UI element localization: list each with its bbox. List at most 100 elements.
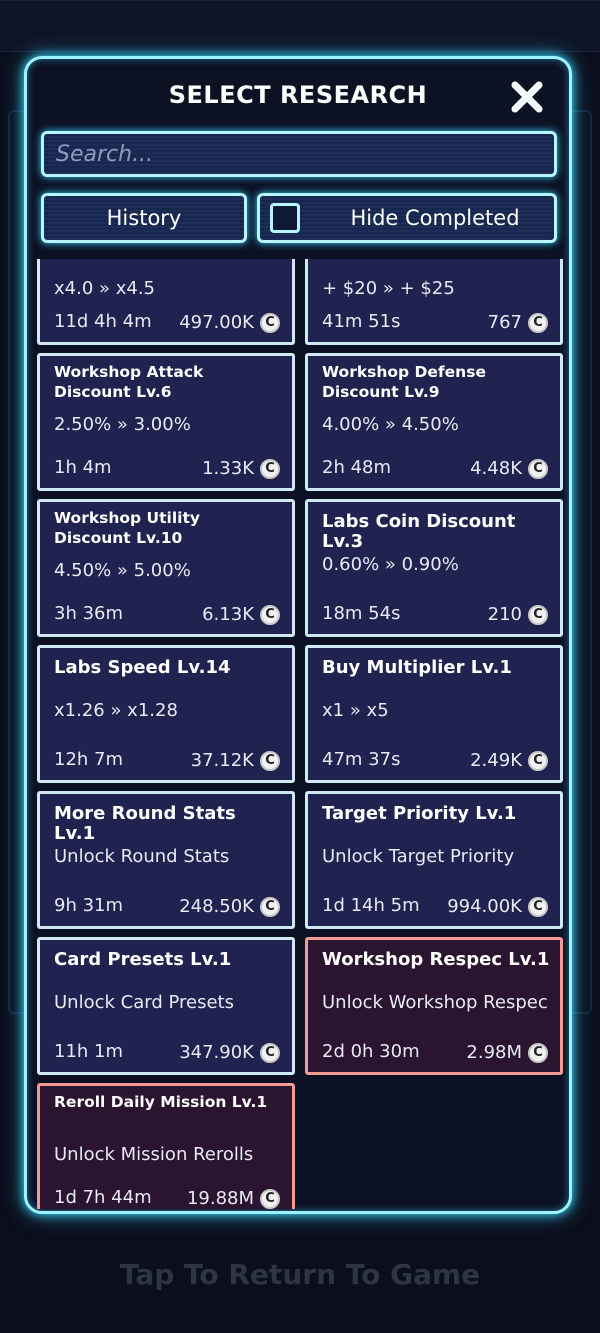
research-time: 2h 48m xyxy=(322,457,392,478)
coin-icon: C xyxy=(528,458,548,479)
research-cost: 767 C xyxy=(488,312,548,333)
research-card[interactable]: Labs Speed Lv.14 x1.26 » x1.28 12h 7m 37.12… xyxy=(37,645,295,783)
coin-icon: C xyxy=(528,604,548,625)
research-effect: Unlock Card Presets xyxy=(54,992,234,1013)
research-effect: Unlock Target Priority xyxy=(322,846,515,867)
coin-icon: C xyxy=(260,896,280,917)
coin-icon: C xyxy=(260,458,280,479)
research-cost: 994.00K C xyxy=(447,896,548,917)
research-effect: 4.50% » 5.00% xyxy=(54,560,191,581)
research-cost-value: 2.49K xyxy=(470,750,522,771)
research-name: Card Presets Lv.1 xyxy=(54,949,232,970)
coin-icon: C xyxy=(260,1042,280,1063)
research-card[interactable]: + $20 » + $25 41m 51s 767 C xyxy=(305,259,563,345)
research-card[interactable]: Labs Coin Discount Lv.3 0.60% » 0.90% 18m … xyxy=(305,499,563,637)
research-time: 1d 7h 44m xyxy=(54,1187,152,1208)
history-button[interactable]: History xyxy=(41,193,247,243)
research-cost-value: 210 xyxy=(487,604,522,625)
coin-icon: C xyxy=(260,1188,280,1209)
research-card[interactable]: Workshop Utility Discount Lv.10 4.50% » 5… xyxy=(37,499,295,637)
research-name: Labs Coin Discount Lv.3 xyxy=(322,511,516,552)
research-cost-value: 19.88M xyxy=(186,1188,254,1209)
coin-icon: C xyxy=(528,1042,548,1063)
research-card[interactable]: More Round Stats Lv.1 Unlock Round Stats 9… xyxy=(37,791,295,929)
coin-icon: C xyxy=(260,750,280,771)
research-name: Workshop Attack Discount Lv.6 xyxy=(54,363,204,401)
research-list[interactable]: x4.0 » x4.5 11d 4h 4m 497.00K C + $20 » + $2… xyxy=(37,259,567,1209)
research-cost: 347.90K C xyxy=(179,1042,280,1063)
research-cost: 19.88M C xyxy=(187,1188,280,1209)
research-time: 11h 1m xyxy=(54,1041,124,1062)
research-time: 41m 51s xyxy=(322,311,401,332)
research-cost-value: 37.12K xyxy=(190,750,254,771)
research-cost-value: 347.90K xyxy=(179,1042,254,1063)
research-card[interactable]: Workshop Attack Discount Lv.6 2.50% » 3.0… xyxy=(37,353,295,491)
return-to-game-button[interactable]: Tap To Return To Game xyxy=(119,1258,481,1291)
research-time: 12h 7m xyxy=(54,749,124,770)
research-cost: 4.48K C xyxy=(470,458,548,479)
research-time: 47m 37s xyxy=(322,749,401,770)
research-time: 9h 31m xyxy=(54,895,124,916)
research-time: 2d 0h 30m xyxy=(322,1041,420,1062)
research-cost-value: 497.00K xyxy=(179,312,254,333)
research-effect: + $20 » + $25 xyxy=(322,278,455,299)
research-name: Workshop Defense Discount Lv.9 xyxy=(322,363,486,401)
research-cost: 248.50K C xyxy=(179,896,280,917)
coin-icon: C xyxy=(260,604,280,625)
research-effect: x1 » x5 xyxy=(322,700,389,721)
research-cost-value: 2.98M xyxy=(466,1042,522,1063)
select-research-modal: SELECT RESEARCH History Hide Completed x… xyxy=(24,56,572,1214)
research-effect: 2.50% » 3.00% xyxy=(54,414,191,435)
coin-icon: C xyxy=(528,312,548,333)
research-name: Labs Speed Lv.14 xyxy=(54,657,231,678)
coin-icon: C xyxy=(528,750,548,771)
close-x-icon xyxy=(511,81,543,113)
research-cost-value: 1.33K xyxy=(202,458,254,479)
search-input[interactable] xyxy=(41,131,557,177)
research-time: 18m 54s xyxy=(322,603,401,624)
research-card[interactable]: Target Priority Lv.1 Unlock Target Priori… xyxy=(305,791,563,929)
modal-title: SELECT RESEARCH xyxy=(168,81,428,109)
research-cost-value: 994.00K xyxy=(447,896,522,917)
hide-completed-toggle[interactable]: Hide Completed xyxy=(257,193,557,243)
research-cost: 37.12K C xyxy=(191,750,280,771)
research-card[interactable]: Workshop Defense Discount Lv.9 4.00% » 4.… xyxy=(305,353,563,491)
research-effect: 0.60% » 0.90% xyxy=(322,554,459,575)
research-time: 11d 4h 4m xyxy=(54,311,152,332)
research-name: Workshop Utility Discount Lv.10 xyxy=(54,509,200,547)
research-time: 1h 4m xyxy=(54,457,112,478)
research-card[interactable]: Workshop Respec Lv.1 Unlock Workshop Resp… xyxy=(305,937,563,1075)
research-card[interactable]: Buy Multiplier Lv.1 x1 » x5 47m 37s 2.49K C xyxy=(305,645,563,783)
research-effect: 4.00% » 4.50% xyxy=(322,414,459,435)
research-effect: x1.26 » x1.28 xyxy=(54,700,178,721)
research-cost: 210 C xyxy=(488,604,548,625)
coin-icon: C xyxy=(528,896,548,917)
research-cost-value: 6.13K xyxy=(202,604,254,625)
research-effect: Unlock Workshop Respec xyxy=(322,992,548,1013)
hide-completed-label: Hide Completed xyxy=(350,206,520,230)
research-cost: 6.13K C xyxy=(202,604,280,625)
research-name: Workshop Respec Lv.1 xyxy=(322,949,550,970)
research-cost: 497.00K C xyxy=(179,312,280,333)
research-cost: 2.98M C xyxy=(466,1042,548,1063)
coin-icon: C xyxy=(260,312,280,333)
research-card[interactable]: Reroll Daily Mission Lv.1 Unlock Mission … xyxy=(37,1083,295,1209)
research-card[interactable]: Card Presets Lv.1 Unlock Card Presets 11h … xyxy=(37,937,295,1075)
research-effect: Unlock Round Stats xyxy=(54,846,230,867)
research-effect: x4.0 » x4.5 xyxy=(54,278,156,299)
research-effect: Unlock Mission Rerolls xyxy=(54,1144,254,1165)
research-name: Target Priority Lv.1 xyxy=(322,803,517,824)
research-cost-value: 248.50K xyxy=(179,896,254,917)
research-card[interactable]: x4.0 » x4.5 11d 4h 4m 497.00K C xyxy=(37,259,295,345)
history-label: History xyxy=(106,206,182,230)
research-time: 1d 14h 5m xyxy=(322,895,420,916)
research-cost: 1.33K C xyxy=(202,458,280,479)
research-cost-value: 767 xyxy=(487,312,522,333)
research-time: 3h 36m xyxy=(54,603,124,624)
hide-completed-checkbox[interactable] xyxy=(270,203,300,233)
research-name: Buy Multiplier Lv.1 xyxy=(322,657,512,678)
research-cost: 2.49K C xyxy=(470,750,548,771)
close-button[interactable] xyxy=(507,77,547,117)
research-name: More Round Stats Lv.1 xyxy=(54,803,236,844)
research-name: Reroll Daily Mission Lv.1 xyxy=(54,1093,268,1111)
